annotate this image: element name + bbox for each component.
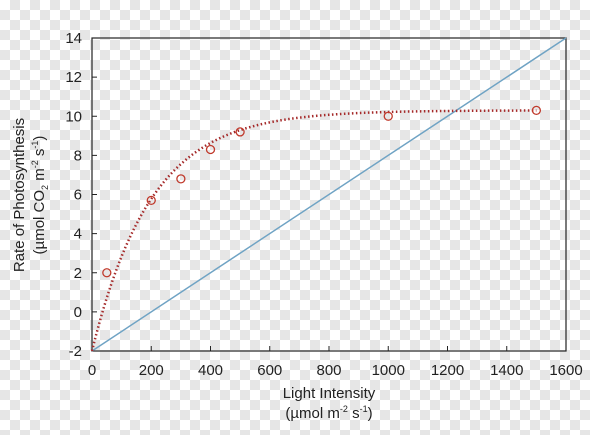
x-tick-label: 400 — [198, 362, 223, 379]
x-tick-label: 200 — [139, 362, 164, 379]
data-point — [102, 268, 112, 278]
x-axis-ticks: 0 200 400 600 800 1000 1200 1400 1600 — [88, 346, 583, 379]
x-tick-label: 1400 — [490, 362, 523, 379]
y-tick-label: 8 — [74, 147, 82, 164]
x-tick-label: 0 — [88, 362, 96, 379]
x-tick-label: 1000 — [372, 362, 405, 379]
y-tick-label: 6 — [74, 187, 82, 204]
x-axis-title: Light Intensity — [283, 385, 376, 402]
data-point — [383, 111, 393, 121]
reference-line — [91, 37, 567, 352]
y-tick-label: 10 — [65, 108, 82, 125]
y-axis-ticks: -2 0 2 4 6 8 10 12 14 — [65, 30, 97, 360]
y-tick-label: 2 — [74, 265, 82, 282]
x-tick-label: 800 — [316, 362, 341, 379]
x-tick-label: 600 — [257, 362, 282, 379]
y-tick-label: 0 — [74, 304, 82, 321]
y-tick-label: 4 — [74, 226, 82, 243]
data-point — [531, 105, 542, 116]
data-point — [146, 195, 156, 206]
data-point — [235, 127, 245, 137]
y-axis-title: Rate of Photosynthesis — [11, 118, 28, 272]
fit-curve — [90, 109, 537, 352]
y-tick-label: 12 — [65, 69, 82, 86]
data-point — [176, 174, 186, 184]
x-tick-label: 1200 — [431, 362, 464, 379]
y-tick-label: -2 — [69, 343, 82, 360]
data-point — [205, 144, 216, 155]
x-tick-label: 1600 — [549, 362, 582, 379]
x-axis-unit: (µmol m-2 s-1) — [285, 404, 372, 422]
y-tick-label: 14 — [65, 30, 82, 47]
chart-series — [90, 37, 567, 352]
y-axis-unit: (µmol CO2 m-2 s-1) — [30, 136, 50, 255]
